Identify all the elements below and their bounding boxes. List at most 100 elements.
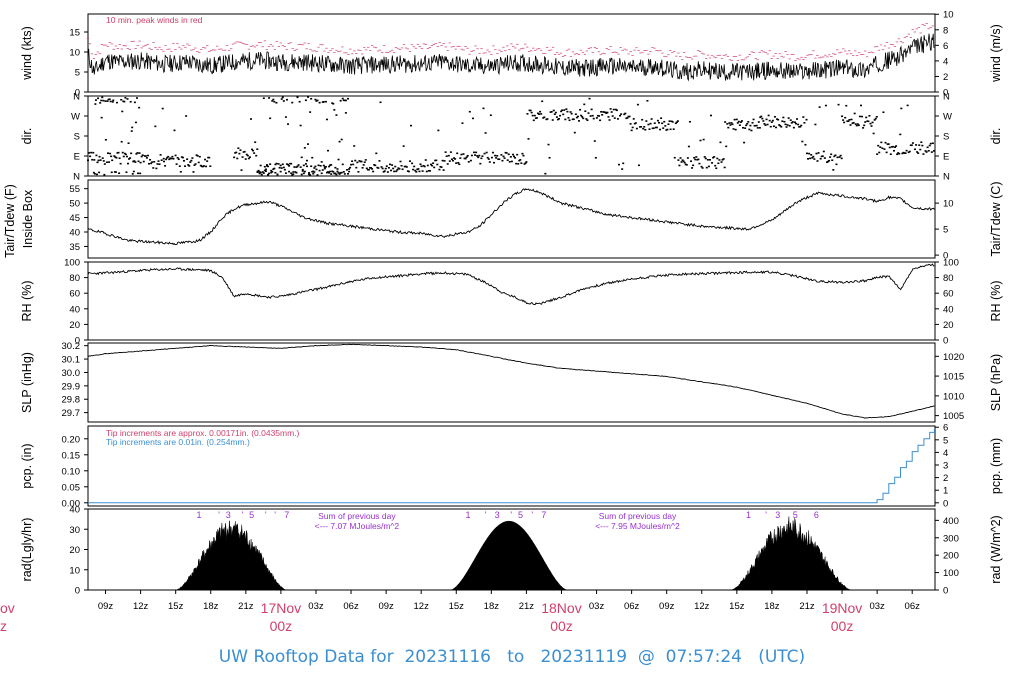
time-tick-label: 09z: [378, 601, 394, 612]
wind-panel-frame: [87, 13, 936, 93]
radiation-hour-mark: 7: [284, 510, 289, 520]
radiation-hour-mark: 5: [793, 510, 798, 520]
humidity-tick-label-right: 40: [943, 304, 954, 315]
day-label-time: 00z: [270, 618, 293, 634]
precipitation-ylabel: pcp. (in): [20, 443, 34, 488]
radiation-hour-mark: 3: [226, 510, 231, 520]
radiation-day-area: [730, 516, 852, 591]
time-tick-label: 03z: [308, 601, 324, 612]
direction-tick-label: N: [73, 172, 80, 183]
radiation-tick-label: 30: [69, 525, 80, 536]
humidity-tick-label-right: 0: [943, 336, 948, 347]
precipitation-tick-label-right: 3: [943, 461, 948, 472]
time-tick-label: 06z: [343, 601, 359, 612]
radiation-tick-label: 40: [69, 505, 80, 516]
wind-peak-marks: [86, 23, 934, 61]
pressure-ylabel-right: SLP (hPa): [989, 354, 1003, 411]
radiation-hour-mark: 6: [814, 510, 819, 520]
humidity-tick-label-right: 100: [943, 258, 959, 269]
pressure-tick-label: 29.9: [62, 381, 81, 392]
precipitation-tick-label: 0.00: [62, 498, 81, 509]
direction-ylabel-right: dir.: [989, 128, 1003, 145]
time-tick-label: 15z: [449, 601, 465, 612]
wind-tick-label-right: 4: [943, 56, 948, 67]
temperature-ylabel: Tair/Tdew (F): [3, 184, 17, 258]
radiation-tick-label-right: 100: [943, 568, 959, 579]
footer-end-date: 20231119: [540, 647, 628, 667]
wind-tick-label-right: 6: [943, 41, 948, 52]
radiation-hour-mark: 7: [541, 510, 546, 520]
humidity-panel-frame: [87, 261, 936, 341]
precipitation-note-blue: Tip increments are 0.01in. (0.254mm.): [106, 437, 250, 447]
temperature-tick-label: 50: [69, 199, 80, 210]
humidity-ylabel: RH (%): [20, 281, 34, 322]
time-tick-label: 03z: [869, 601, 885, 612]
precipitation-tick-label-right: 2: [943, 473, 948, 484]
precipitation-tick-label: 0.10: [62, 466, 81, 477]
direction-marks: [87, 96, 935, 176]
pressure-tick-label: 30.2: [62, 341, 81, 352]
precipitation-tick-label-right: 0: [943, 498, 948, 509]
pressure-tick-label: 30.0: [62, 368, 81, 379]
radiation-sum-value: <--- 7.07 MJoules/m^2: [315, 521, 400, 531]
precipitation-tick-label-right: 6: [943, 423, 948, 434]
temperature-line: [87, 188, 935, 246]
precipitation-tick-label-right: 5: [943, 435, 948, 446]
precipitation-line: [88, 429, 935, 504]
precipitation-note-red: Tip increments are approx. 0.00171in. (0…: [106, 428, 300, 438]
radiation-hour-mark: ': [485, 510, 487, 520]
radiation-hour-mark: 3: [495, 510, 500, 520]
wind-tick-label: 5: [75, 68, 80, 79]
radiation-hour-mark: ': [265, 510, 267, 520]
time-tick-label: 18z: [203, 601, 219, 612]
radiation-ylabel-right: rad (W/m^2): [989, 515, 1003, 583]
pressure-ylabel: SLP (inHg): [20, 352, 34, 413]
humidity-tick-label: 60: [69, 289, 80, 300]
time-tick-label: 18z: [484, 601, 500, 612]
temperature-panel-frame: [87, 179, 936, 259]
wind-tick-label-right: 10: [943, 10, 954, 21]
radiation-hour-mark: 5: [249, 510, 254, 520]
day-label-time: 00z: [831, 618, 854, 634]
footer-to: to: [507, 647, 525, 667]
humidity-tick-label-right: 60: [943, 289, 954, 300]
temperature-tick-label-right: 5: [943, 225, 948, 236]
time-tick-label: 21z: [519, 601, 535, 612]
precipitation-ylabel-right: pcp. (mm): [989, 438, 1003, 494]
pressure-tick-label-right: 1020: [943, 352, 964, 363]
precipitation-tick-label: 0.20: [62, 434, 81, 445]
direction-tick-label-right: W: [943, 112, 952, 123]
radiation-hour-mark: 5: [518, 510, 523, 520]
pressure-tick-label: 29.7: [62, 408, 81, 419]
wind-ylabel-right: wind (m/s): [989, 24, 1003, 83]
time-tick-label: 09z: [98, 601, 114, 612]
wind-annotation: 10 min. peak winds in red: [106, 15, 203, 25]
direction-tick-label-right: E: [943, 152, 949, 163]
pressure-tick-label: 30.1: [62, 355, 81, 366]
day-label-time: 00z: [550, 618, 573, 634]
precipitation-tick-label: 0.15: [62, 450, 81, 461]
humidity-tick-label: 0: [75, 336, 80, 347]
day-label-date: 19Nov: [822, 600, 862, 616]
radiation-tick-label: 10: [69, 565, 80, 576]
footer-time: 07:57:24: [665, 647, 742, 667]
wind-tick-label: 0: [75, 88, 80, 99]
direction-tick-label-right: N: [943, 172, 950, 183]
radiation-tick-label-right: 0: [943, 586, 948, 597]
time-tick-label: 12z: [694, 601, 710, 612]
radiation-hour-mark: 1: [465, 510, 470, 520]
pressure-tick-label-right: 1005: [943, 411, 964, 422]
radiation-hour-mark: ': [765, 510, 767, 520]
time-tick-label: 21z: [799, 601, 815, 612]
radiation-hour-mark: 1: [746, 510, 751, 520]
radiation-sum-value: <--- 7.95 MJoules/m^2: [595, 521, 680, 531]
humidity-tick-label-right: 80: [943, 273, 954, 284]
radiation-day-area: [175, 520, 287, 591]
direction-tick-label-right: N: [943, 92, 950, 103]
time-tick-label: 03z: [589, 601, 605, 612]
humidity-ylabel-right: RH (%): [989, 281, 1003, 322]
time-tick-label: 21z: [238, 601, 254, 612]
direction-tick-label-right: S: [943, 132, 949, 143]
time-tick-label: 15z: [729, 601, 745, 612]
